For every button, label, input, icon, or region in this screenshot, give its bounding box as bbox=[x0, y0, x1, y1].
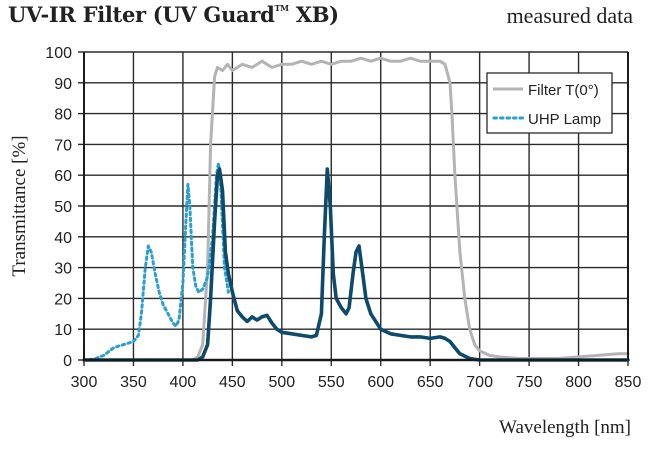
x-tick-label: 400 bbox=[170, 374, 197, 391]
y-tick-label: 90 bbox=[54, 76, 72, 93]
trademark-mark: TM bbox=[274, 3, 290, 13]
data-series bbox=[82, 56, 630, 362]
x-tick-label: 750 bbox=[516, 374, 543, 391]
x-tick-label: 450 bbox=[219, 374, 246, 391]
filtered-lamp-curve bbox=[82, 167, 630, 362]
x-tick-label: 800 bbox=[565, 374, 592, 391]
x-tick-label: 700 bbox=[466, 374, 493, 391]
uhp-lamp-curve bbox=[82, 161, 230, 362]
axis-ticks: 300 350 400 450 500 550 600 650 700 750 800 850 0 10 2… bbox=[45, 45, 641, 391]
y-tick-label: 0 bbox=[63, 353, 72, 370]
x-tick-label: 600 bbox=[367, 374, 394, 391]
chart-subtitle: measured data bbox=[506, 3, 633, 28]
y-axis-title: Transmittance [%] bbox=[9, 135, 30, 276]
y-tick-label: 50 bbox=[54, 199, 72, 216]
x-tick-label: 850 bbox=[615, 374, 642, 391]
x-tick-label: 550 bbox=[318, 374, 345, 391]
x-axis-title: Wavelength [nm] bbox=[499, 417, 631, 438]
filter-transmittance-curve bbox=[82, 56, 630, 362]
y-tick-label: 100 bbox=[45, 45, 72, 62]
y-tick-label: 40 bbox=[54, 230, 72, 247]
legend-filter-label: Filter T(0°) bbox=[528, 82, 599, 99]
y-tick-label: 70 bbox=[54, 137, 72, 154]
y-tick-label: 10 bbox=[54, 322, 72, 339]
x-tick-label: 650 bbox=[417, 374, 444, 391]
title-end-text: XB) bbox=[288, 2, 339, 27]
chart-title: UV-IR Filter (UV GuardTM XB) bbox=[8, 2, 339, 27]
legend: Filter T(0°) UHP Lamp bbox=[486, 72, 613, 134]
x-tick-label: 300 bbox=[71, 374, 98, 391]
axes bbox=[83, 52, 629, 362]
x-tick-label: 500 bbox=[268, 374, 295, 391]
y-tick-label: 30 bbox=[54, 261, 72, 278]
legend-box bbox=[486, 72, 613, 134]
title-text: UV-IR Filter (UV Guard bbox=[8, 2, 275, 27]
x-tick-label: 350 bbox=[120, 374, 147, 391]
y-tick-label: 80 bbox=[54, 107, 72, 124]
legend-lamp-label: UHP Lamp bbox=[528, 111, 601, 128]
y-tick-label: 60 bbox=[54, 168, 72, 185]
y-tick-label: 20 bbox=[54, 291, 72, 308]
